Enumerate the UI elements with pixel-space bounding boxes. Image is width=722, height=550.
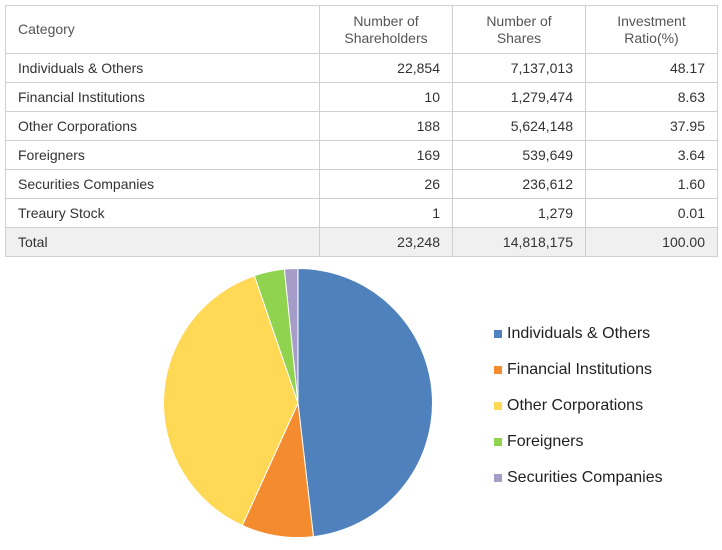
- cell-ratio: 0.01: [585, 198, 718, 228]
- legend-item: Other Corporations: [494, 388, 663, 424]
- cell-shareholders: 1: [319, 198, 453, 228]
- cell-shares: 5,624,148: [452, 111, 586, 141]
- cell-ratio: 3.64: [585, 140, 718, 170]
- legend-item: Individuals & Others: [494, 316, 663, 352]
- cell-shares: 539,649: [452, 140, 586, 170]
- table-total-row: Total 23,248 14,818,175 100.00: [5, 227, 718, 257]
- cell-shareholders: 26: [319, 169, 453, 199]
- table-row: Securities Companies 26 236,612 1.60: [5, 169, 718, 199]
- cell-shares: 1,279: [452, 198, 586, 228]
- cell-category: Foreigners: [5, 140, 320, 170]
- cell-category: Individuals & Others: [5, 53, 320, 83]
- cell-shares: 1,279,474: [452, 82, 586, 112]
- table-row: Other Corporations 188 5,624,148 37.95: [5, 111, 718, 141]
- legend-item: Securities Companies: [494, 460, 663, 496]
- table-row: Financial Institutions 10 1,279,474 8.63: [5, 82, 718, 112]
- shareholder-table: Category Number of Shareholders Number o…: [5, 5, 718, 257]
- cell-category: Financial Institutions: [5, 82, 320, 112]
- pie-slice-individuals-others: [297, 268, 433, 538]
- legend-swatch: [494, 402, 502, 410]
- header-ratio: Investment Ratio(%): [585, 5, 718, 54]
- legend-item: Foreigners: [494, 424, 663, 460]
- legend-item: Financial Institutions: [494, 352, 663, 388]
- legend-swatch: [494, 474, 502, 482]
- header-category: Category: [5, 5, 320, 54]
- cell-shares: 7,137,013: [452, 53, 586, 83]
- cell-shareholders: 10: [319, 82, 453, 112]
- legend-label: Individuals & Others: [507, 325, 651, 342]
- chart-legend: Individuals & Others Financial Institutio…: [494, 316, 663, 496]
- header-shares: Number of Shares: [452, 5, 586, 54]
- cell-category: Other Corporations: [5, 111, 320, 141]
- cell-shareholders: 169: [319, 140, 453, 170]
- table-row: Treaury Stock 1 1,279 0.01: [5, 198, 718, 228]
- table-header-row: Category Number of Shareholders Number o…: [5, 5, 718, 54]
- legend-swatch: [494, 438, 502, 446]
- legend-swatch: [494, 330, 502, 338]
- cell-shareholders: 22,854: [319, 53, 453, 83]
- cell-category: Securities Companies: [5, 169, 320, 199]
- pie-slice-other-corporations: [163, 275, 299, 526]
- legend-swatch: [494, 366, 502, 374]
- legend-label: Foreigners: [507, 433, 584, 450]
- cell-shares: 236,612: [452, 169, 586, 199]
- cell-ratio: 8.63: [585, 82, 718, 112]
- cell-ratio: 37.95: [585, 111, 718, 141]
- pie-chart: [163, 267, 433, 538]
- table-row: Individuals & Others 22,854 7,137,013 48…: [5, 53, 718, 83]
- legend-label: Other Corporations: [507, 397, 644, 414]
- total-ratio: 100.00: [585, 227, 718, 257]
- legend-label: Financial Institutions: [507, 361, 652, 378]
- total-shares: 14,818,175: [452, 227, 586, 257]
- legend-label: Securities Companies: [507, 469, 663, 486]
- total-label: Total: [5, 227, 320, 257]
- total-shareholders: 23,248: [319, 227, 453, 257]
- cell-category: Treaury Stock: [5, 198, 320, 228]
- cell-ratio: 1.60: [585, 169, 718, 199]
- cell-shareholders: 188: [319, 111, 453, 141]
- cell-ratio: 48.17: [585, 53, 718, 83]
- header-shareholders: Number of Shareholders: [319, 5, 453, 54]
- table-row: Foreigners 169 539,649 3.64: [5, 140, 718, 170]
